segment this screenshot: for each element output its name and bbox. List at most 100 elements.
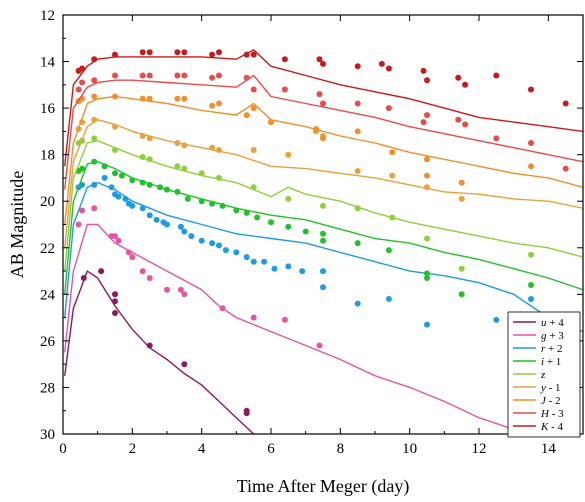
data-point-J-13 [313, 126, 320, 133]
data-point-K-23 [528, 86, 534, 93]
data-point-g-7 [129, 254, 136, 261]
data-point-i-20 [285, 223, 292, 230]
data-point-g-6 [125, 249, 132, 256]
data-point-z-17 [528, 251, 534, 258]
data-point-r-16 [181, 228, 188, 235]
data-point-J-18 [424, 172, 430, 179]
data-point-r-23 [243, 254, 250, 261]
data-point-K-22 [493, 72, 500, 79]
legend-band-J: J [541, 395, 547, 407]
model-line-J [64, 95, 583, 225]
data-point-K-15 [354, 63, 361, 70]
y-tick-label-12: 12 [40, 8, 55, 24]
data-point-u-2 [112, 291, 118, 298]
data-point-z-11 [285, 195, 292, 202]
legend-band-u: u [541, 317, 547, 329]
data-point-H-9 [216, 72, 222, 79]
data-point-g-4 [112, 233, 118, 240]
data-point-H-21 [493, 135, 500, 142]
data-point-K-5 [146, 49, 153, 56]
data-point-r-30 [320, 284, 326, 291]
data-point-J-7 [181, 95, 188, 102]
x-tick-label-6: 6 [267, 441, 275, 457]
data-point-i-1 [79, 165, 86, 172]
data-point-H-13 [316, 91, 323, 98]
legend-label-J: J - 2 [541, 395, 561, 407]
data-point-r-26 [271, 265, 278, 272]
data-point-u-6 [181, 361, 188, 368]
legend-offset-J: - 2 [546, 395, 561, 407]
data-point-g-13 [219, 305, 226, 312]
data-point-g-5 [115, 237, 122, 244]
data-point-r-29 [320, 268, 326, 275]
data-point-g-11 [177, 286, 184, 293]
data-point-J-9 [216, 100, 222, 107]
data-point-i-19 [268, 219, 274, 226]
data-point-i-28 [458, 291, 465, 298]
legend-offset-r: + 2 [545, 343, 562, 355]
data-point-H-12 [281, 86, 288, 93]
data-point-i-7 [139, 179, 146, 186]
y-tick-label-28: 28 [40, 380, 55, 396]
data-point-g-10 [164, 286, 170, 293]
data-point-g-1 [79, 207, 86, 214]
x-tick-label-12: 12 [472, 441, 487, 457]
data-point-g-12 [181, 291, 188, 298]
data-point-i-15 [219, 202, 226, 209]
data-point-r-33 [424, 321, 430, 328]
data-point-H-4 [139, 72, 146, 79]
data-point-z-12 [320, 202, 326, 209]
data-point-J-10 [243, 112, 250, 119]
x-tick-label-10: 10 [402, 441, 417, 457]
data-point-u-4 [112, 310, 118, 316]
data-point-r-2 [91, 181, 98, 188]
data-point-i-18 [254, 214, 261, 221]
data-point-i-14 [209, 200, 216, 207]
legend-label-H: H - 3 [540, 408, 564, 420]
data-point-z-10 [250, 184, 257, 191]
data-point-y-5 [146, 135, 153, 142]
data-point-y-4 [139, 133, 146, 139]
y-tick-label-20: 20 [40, 194, 55, 210]
data-point-i-29 [528, 282, 534, 288]
data-point-g-0 [75, 221, 82, 228]
data-point-r-24 [250, 258, 257, 265]
legend-offset-K: - 4 [548, 421, 563, 433]
data-point-H-23 [562, 165, 569, 172]
model-line-H [64, 74, 583, 190]
x-tick-label-0: 0 [59, 441, 67, 457]
data-point-y-16 [424, 184, 430, 191]
data-point-K-7 [181, 49, 188, 56]
data-point-r-18 [198, 237, 205, 244]
data-point-g-9 [146, 275, 153, 281]
data-point-z-6 [174, 163, 181, 170]
data-point-i-6 [129, 177, 136, 184]
model-line-r [64, 181, 583, 333]
data-point-K-21 [462, 81, 469, 88]
data-point-K-20 [455, 74, 462, 81]
data-point-K-1 [79, 65, 86, 72]
data-point-r-15 [177, 223, 184, 230]
data-point-z-8 [198, 170, 205, 177]
data-point-r-6 [115, 193, 122, 200]
data-point-J-3 [112, 93, 118, 100]
model-line-K [64, 49, 583, 167]
x-axis-label: Time After Meger (day) [237, 476, 410, 497]
data-point-K-14 [320, 60, 326, 67]
data-point-z-9 [216, 174, 222, 181]
data-point-K-11 [250, 51, 257, 58]
data-point-H-1 [79, 79, 86, 86]
data-point-g-16 [316, 342, 323, 349]
data-point-r-19 [209, 240, 216, 247]
x-tick-label-8: 8 [337, 441, 345, 457]
plot-area [64, 49, 583, 434]
data-point-J-16 [389, 149, 396, 156]
data-point-r-9 [129, 202, 136, 209]
data-point-r-32 [385, 296, 392, 302]
data-point-i-8 [146, 181, 153, 188]
data-point-y-7 [181, 142, 188, 149]
data-point-H-14 [320, 100, 326, 107]
data-point-i-13 [198, 198, 205, 205]
data-point-i-5 [118, 172, 125, 179]
data-point-r-27 [285, 263, 292, 270]
